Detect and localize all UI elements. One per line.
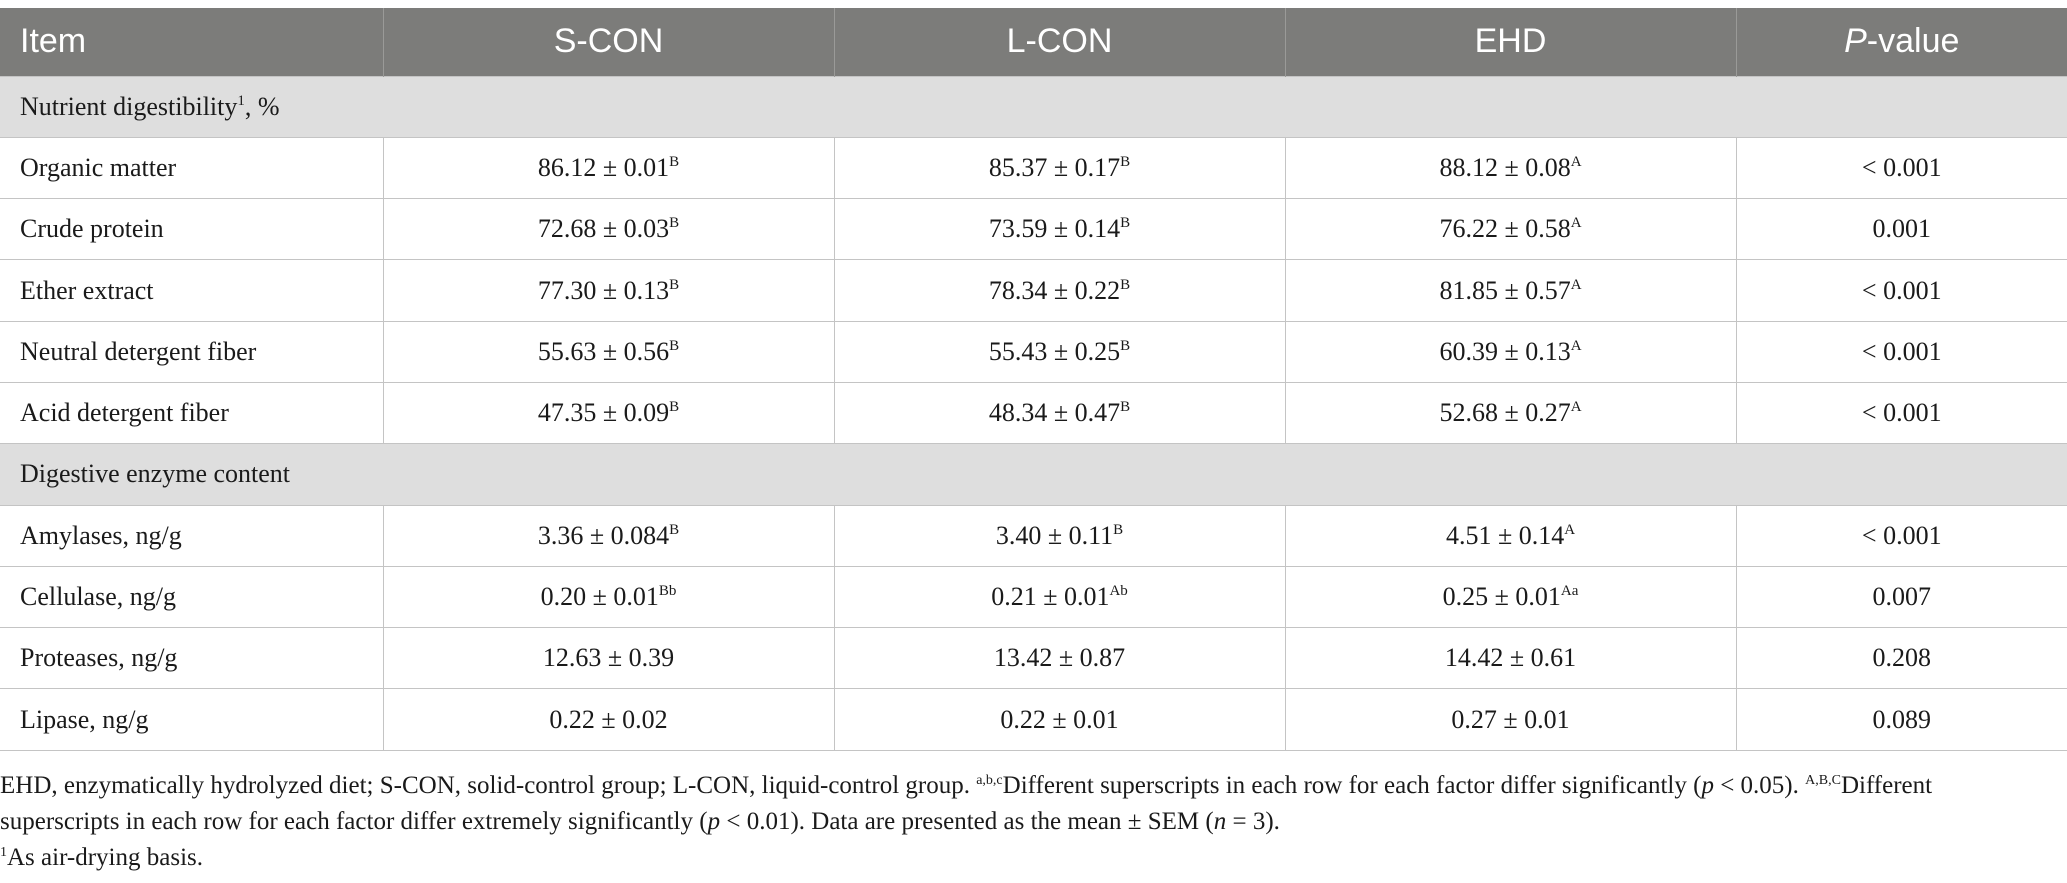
s-con-cell: 55.63 ± 0.56B <box>382 320 835 383</box>
l-con-cell: 78.34 ± 0.22B <box>833 259 1286 322</box>
ehd-cell: 0.25 ± 0.01Aa <box>1284 565 1737 629</box>
header-ehd: EHD <box>1284 8 1736 76</box>
table-row: Amylases, ng/g 3.36 ± 0.084B 3.40 ± 0.11B 4… <box>0 504 2067 567</box>
s-con-cell: 3.36 ± 0.084B <box>382 504 835 567</box>
ehd-cell: 76.22 ± 0.58A <box>1284 198 1737 261</box>
section-label: Nutrient digestibility <box>20 91 238 121</box>
item-cell: Proteases, ng/g <box>0 627 384 690</box>
p-value-cell: < 0.001 <box>1735 136 2067 200</box>
l-con-cell: 0.22 ± 0.01 <box>833 688 1286 751</box>
p-value-cell: < 0.001 <box>1735 259 2067 322</box>
table-row: Acid detergent fiber 47.35 ± 0.09B 48.34 ±… <box>0 381 2067 445</box>
item-cell: Cellulase, ng/g <box>0 565 384 629</box>
item-cell: Neutral detergent fiber <box>0 320 384 383</box>
ehd-cell: 52.68 ± 0.27A <box>1284 381 1737 445</box>
section-row-enzyme: Digestive enzyme content <box>0 443 2067 506</box>
ehd-cell: 4.51 ± 0.14A <box>1284 504 1737 567</box>
item-cell: Acid detergent fiber <box>0 381 384 445</box>
p-italic: P <box>1844 22 1867 61</box>
header-p-value: P-value <box>1735 8 2067 76</box>
footnote-line-1: EHD, enzymatically hydrolyzed diet; S-CO… <box>0 772 1933 799</box>
s-con-cell: 0.22 ± 0.02 <box>382 688 835 751</box>
footnote-line-2: superscripts in each row for each factor… <box>0 808 1280 835</box>
data-table: Item S-CON L-CON EHD P-value Nutrient di… <box>0 8 2067 751</box>
p-value-cell: 0.007 <box>1735 565 2067 629</box>
p-value-cell: < 0.001 <box>1735 320 2067 383</box>
ehd-cell: 14.42 ± 0.61 <box>1284 627 1737 690</box>
section-label: Digestive enzyme content <box>20 459 291 489</box>
table-row: Neutral detergent fiber 55.63 ± 0.56B 55.4… <box>0 320 2067 383</box>
l-con-cell: 85.37 ± 0.17B <box>833 136 1286 200</box>
ehd-cell: 0.27 ± 0.01 <box>1284 688 1737 751</box>
item-cell: Ether extract <box>0 259 384 322</box>
table-row: Crude protein 72.68 ± 0.03B 73.59 ± 0.14B 7… <box>0 198 2067 261</box>
table-row: Lipase, ng/g 0.22 ± 0.02 0.22 ± 0.01 0.27 ±… <box>0 688 2067 751</box>
p-value-cell: < 0.001 <box>1735 504 2067 567</box>
section-sup: 1 <box>237 92 245 109</box>
p-value-cell: 0.089 <box>1735 688 2067 751</box>
footnote-line-3: 1As air-drying basis. <box>0 844 203 871</box>
table-row: Cellulase, ng/g 0.20 ± 0.01Bb 0.21 ± 0.01A… <box>0 565 2067 629</box>
header-row: Item S-CON L-CON EHD P-value <box>0 8 2067 76</box>
ehd-cell: 88.12 ± 0.08A <box>1284 136 1737 200</box>
section-suffix: , % <box>244 91 280 121</box>
l-con-cell: 0.21 ± 0.01Ab <box>833 565 1286 629</box>
header-item: Item <box>0 8 383 76</box>
table-row: Proteases, ng/g 12.63 ± 0.39 13.42 ± 0.87 1… <box>0 627 2067 690</box>
l-con-cell: 55.43 ± 0.25B <box>833 320 1286 383</box>
s-con-cell: 77.30 ± 0.13B <box>382 259 835 322</box>
section-row-nutrient: Nutrient digestibility1, % <box>0 75 2067 138</box>
s-con-cell: 86.12 ± 0.01B <box>382 136 835 200</box>
s-con-cell: 0.20 ± 0.01Bb <box>382 565 835 629</box>
p-value-label: -value <box>1866 22 1960 61</box>
item-cell: Crude protein <box>0 198 384 261</box>
item-cell: Lipase, ng/g <box>0 688 384 751</box>
s-con-cell: 72.68 ± 0.03B <box>382 198 835 261</box>
header-s-con: S-CON <box>382 8 834 76</box>
l-con-cell: 48.34 ± 0.47B <box>833 381 1286 445</box>
l-con-cell: 13.42 ± 0.87 <box>833 627 1286 690</box>
item-cell: Amylases, ng/g <box>0 504 384 567</box>
header-l-con: L-CON <box>833 8 1285 76</box>
l-con-cell: 73.59 ± 0.14B <box>833 198 1286 261</box>
table-row: Organic matter 86.12 ± 0.01B 85.37 ± 0.17B… <box>0 136 2067 200</box>
s-con-cell: 12.63 ± 0.39 <box>382 627 835 690</box>
p-value-cell: < 0.001 <box>1735 381 2067 445</box>
p-value-cell: 0.001 <box>1735 198 2067 261</box>
ehd-cell: 81.85 ± 0.57A <box>1284 259 1737 322</box>
table-footnotes: EHD, enzymatically hydrolyzed diet; S-CO… <box>0 768 2067 876</box>
s-con-cell: 47.35 ± 0.09B <box>382 381 835 445</box>
table-row: Ether extract 77.30 ± 0.13B 78.34 ± 0.22B 8… <box>0 259 2067 322</box>
l-con-cell: 3.40 ± 0.11B <box>833 504 1286 567</box>
p-value-cell: 0.208 <box>1735 627 2067 690</box>
ehd-cell: 60.39 ± 0.13A <box>1284 320 1737 383</box>
item-cell: Organic matter <box>0 136 384 200</box>
